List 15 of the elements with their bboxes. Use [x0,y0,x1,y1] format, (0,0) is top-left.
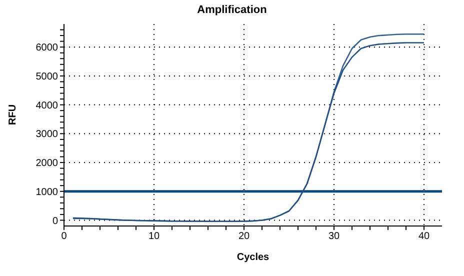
x-tick-label: 20 [238,231,250,242]
x-tick-label: 10 [148,231,160,242]
y-tick-label: 1000 [36,186,58,198]
x-tick-label: 0 [61,231,68,242]
x-axis-title: Cycles [236,252,270,263]
x-tick-label: 40 [418,231,430,242]
y-tick-label: 5000 [36,71,58,82]
y-tick-label: 6000 [36,42,58,54]
y-tick-label: 2000 [36,158,58,170]
chart-title: Amplification [196,4,268,18]
x-tick-label: 30 [328,231,340,242]
y-axis-title: RFU [8,104,19,125]
y-tick-label: 4000 [36,100,58,112]
y-tick-label: 3000 [36,129,58,140]
y-tick-label: 0 [52,216,58,227]
